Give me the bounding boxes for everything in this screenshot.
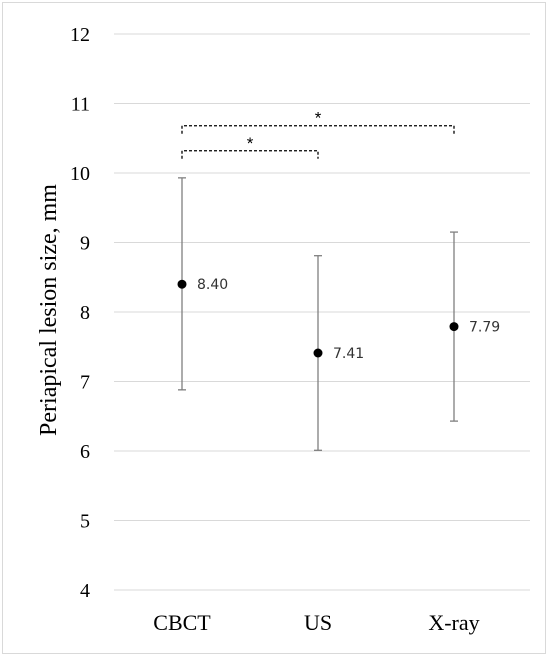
- significance-brackets: **: [181, 109, 455, 159]
- y-tick-label-7: 7: [80, 372, 90, 394]
- bracket-line: [181, 150, 319, 159]
- significance-star: *: [247, 134, 254, 153]
- y-tick-label-5: 5: [80, 511, 90, 533]
- x-category-label-us: US: [304, 610, 332, 635]
- data-label-us: 7.41: [333, 346, 364, 362]
- y-tick-label-6: 6: [80, 441, 90, 463]
- gridlines: [114, 33, 530, 591]
- significance-bracket-cbct-x-ray: *: [181, 109, 455, 134]
- x-axis-categories: CBCT US X-ray: [153, 610, 479, 635]
- y-tick-label-10: 10: [70, 163, 90, 185]
- x-category-label-cbct: CBCT: [153, 610, 211, 635]
- y-axis-label: Periapical lesion size, mm: [36, 184, 62, 436]
- y-tick-label-9: 9: [80, 233, 90, 255]
- significance-star: *: [315, 109, 322, 128]
- y-tick-label-11: 11: [71, 94, 90, 116]
- y-axis-ticks: 4 5 6 7 8 9 10 11 12: [70, 24, 90, 602]
- y-tick-label-12: 12: [70, 24, 90, 46]
- data-labels: 8.40 7.41 7.79: [197, 277, 500, 362]
- y-tick-label-8: 8: [80, 302, 90, 324]
- data-label-cbct: 8.40: [197, 277, 228, 293]
- data-point-us: [313, 348, 323, 358]
- error-bars: [178, 177, 458, 451]
- data-point-cbct: [177, 279, 187, 289]
- significance-bracket-cbct-us: *: [181, 134, 319, 159]
- data-label-x-ray: 7.79: [469, 320, 500, 336]
- data-points: [177, 279, 459, 358]
- data-point-x-ray: [449, 322, 459, 332]
- x-category-label-x-ray: X-ray: [428, 610, 479, 635]
- y-tick-label-4: 4: [80, 580, 90, 602]
